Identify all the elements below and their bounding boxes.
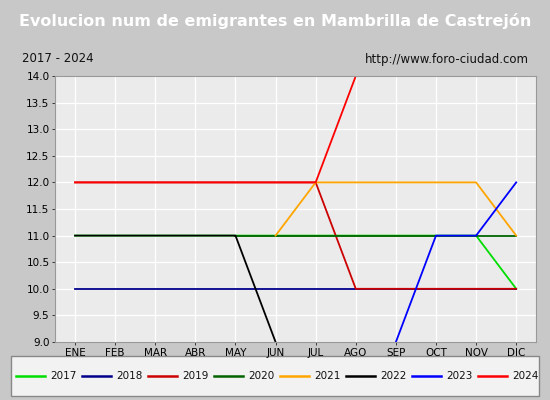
Text: 2021: 2021 [315, 371, 341, 381]
Text: http://www.foro-ciudad.com: http://www.foro-ciudad.com [365, 52, 529, 66]
Text: 2017 - 2024: 2017 - 2024 [21, 52, 93, 66]
Text: 2019: 2019 [183, 371, 209, 381]
Text: 2024: 2024 [513, 371, 539, 381]
Text: Evolucion num de emigrantes en Mambrilla de Castrejón: Evolucion num de emigrantes en Mambrilla… [19, 13, 531, 29]
Text: 2017: 2017 [51, 371, 77, 381]
Text: 2022: 2022 [381, 371, 407, 381]
Text: 2020: 2020 [249, 371, 275, 381]
FancyBboxPatch shape [11, 356, 539, 396]
Text: 2018: 2018 [117, 371, 143, 381]
Text: 2023: 2023 [447, 371, 473, 381]
